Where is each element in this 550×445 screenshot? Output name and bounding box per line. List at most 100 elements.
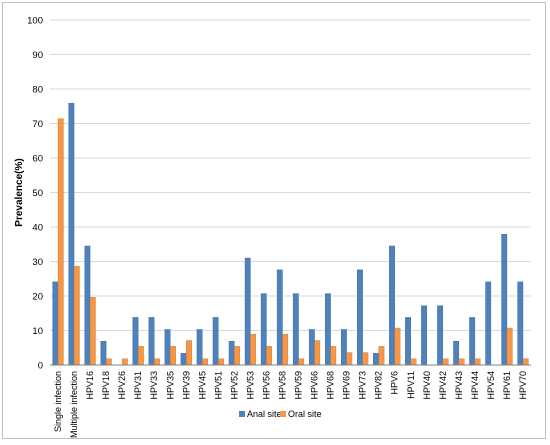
oral-site-bar-hpv66 (314, 340, 321, 366)
x-tick-label: HPV39 (181, 371, 191, 400)
x-tick-label: HPV42 (438, 371, 448, 400)
x-tick-label: HPV56 (261, 371, 271, 400)
oral-site-bar-hpv11 (410, 358, 417, 366)
x-tick-label: HPV43 (454, 371, 464, 400)
oral-site-bar-hpv68 (330, 346, 337, 366)
legend: Anal site Oral site (239, 409, 322, 419)
x-tick-label: HPV45 (197, 371, 207, 400)
anal-site-bar-hpv44 (469, 317, 476, 366)
oral-site-bar-hpv16 (89, 297, 96, 366)
oral-site-bar-hpv82 (378, 346, 385, 366)
oral-site-bar-hpv59 (298, 358, 305, 366)
anal-site-bar-hpv59 (292, 293, 299, 366)
anal-site-bar-hpv31 (132, 317, 139, 366)
oral-site-bar-hpv51 (218, 358, 224, 366)
oral-site-bar-hpv70 (522, 358, 529, 366)
anal-site-bar-hpv52 (228, 340, 235, 366)
anal-site-bar-hpv45 (196, 329, 203, 366)
anal-site-bar-hpv70 (517, 281, 524, 366)
legend-swatch (280, 411, 286, 417)
oral-site-bar-hpv56 (266, 346, 273, 366)
x-tick-label: HPV35 (165, 371, 175, 400)
x-tick-label: HPV6 (390, 371, 400, 395)
x-tick-label: HPV11 (406, 371, 416, 399)
oral-site-bar-single-infection (57, 118, 64, 366)
anal-site-bar-hpv73 (357, 269, 363, 366)
x-tick-label: HPV18 (101, 371, 111, 400)
anal-site-bar-hpv6 (389, 245, 395, 366)
x-tick-label: HPV82 (374, 371, 384, 400)
anal-site-bar-hpv51 (212, 317, 219, 366)
x-tick-label: Multiple infection (69, 371, 79, 438)
anal-site-bar-hpv56 (260, 293, 267, 366)
oral-site-bar-hpv58 (282, 334, 289, 366)
y-tick-label: 60 (32, 154, 43, 165)
oral-site-bar-hpv35 (170, 346, 176, 366)
gridlines (50, 19, 531, 366)
x-tick-label: HPV40 (422, 371, 432, 400)
anal-site-bar-single-infection (52, 281, 59, 366)
oral-site-bar-hpv61 (506, 327, 513, 366)
x-tick-label: HPV33 (149, 371, 159, 400)
anal-site-bar-hpv42 (437, 305, 444, 366)
oral-site-bar-hpv44 (474, 358, 481, 366)
y-tick-label: 90 (32, 50, 43, 61)
oral-site-bar-hpv6 (394, 327, 401, 366)
anal-site-bar-hpv18 (100, 340, 107, 366)
x-tick-label: HPV53 (245, 371, 255, 400)
x-axis-tick-labels: Single infection Multiple infection HPV16 H… (53, 371, 528, 438)
oral-site-bar-hpv39 (186, 340, 192, 366)
oral-site-bar-hpv33 (154, 358, 160, 366)
y-tick-label: 70 (32, 119, 43, 130)
anal-site-bar-hpv82 (373, 353, 379, 366)
chart-frame: 0 10 20 30 40 50 60 70 80 90 100 Single infection M… (2, 2, 546, 439)
x-tick-label: HPV73 (358, 371, 368, 400)
y-axis-ticks: 0 10 20 30 40 50 60 70 80 90 100 (27, 16, 43, 372)
bar-chart: 0 10 20 30 40 50 60 70 80 90 100 Single infection M… (14, 16, 531, 438)
oral-site-bar-hpv73 (362, 352, 369, 366)
anal-site-bar-hpv61 (501, 234, 508, 366)
bars (52, 102, 529, 366)
x-tick-label: HPV44 (470, 371, 480, 400)
x-tick-label: HPV61 (502, 371, 512, 400)
oral-site-bar-hpv18 (105, 358, 112, 366)
x-tick-label: HPV51 (213, 371, 223, 400)
oral-site-bar-hpv45 (202, 358, 208, 366)
y-tick-label: 30 (32, 257, 43, 268)
y-tick-label: 20 (32, 292, 43, 303)
x-tick-label: HPV66 (310, 371, 320, 400)
x-tick-label: HPV31 (133, 371, 143, 400)
x-tick-label: HPV68 (326, 371, 336, 400)
oral-site-bar-hpv53 (250, 334, 257, 366)
x-tick-label: Single infection (53, 371, 63, 432)
y-tick-label: 80 (32, 85, 43, 96)
anal-site-bar-hpv35 (164, 329, 171, 366)
anal-site-bar-hpv39 (180, 353, 187, 366)
anal-site-bar-hpv68 (324, 293, 331, 366)
x-tick-label: HPV58 (277, 371, 287, 400)
anal-site-bar-hpv66 (308, 329, 315, 366)
x-tick-label: HPV59 (294, 371, 304, 400)
x-tick-label: HPV52 (229, 371, 239, 400)
y-tick-label: 50 (32, 188, 43, 199)
x-tick-label: HPV26 (117, 371, 127, 400)
oral-site-bar-hpv42 (442, 358, 449, 366)
oral-site-bar-hpv31 (137, 346, 144, 366)
anal-site-bar-hpv33 (148, 317, 155, 366)
legend-label: Oral site (288, 409, 322, 419)
oral-site-bar-multiple-infection (73, 266, 80, 366)
oral-site-bar-hpv69 (346, 352, 353, 366)
x-tick-label: HPV70 (518, 371, 528, 400)
y-tick-label: 0 (38, 361, 43, 372)
legend-label: Anal site (247, 409, 282, 419)
anal-site-bar-multiple-infection (68, 102, 75, 366)
y-tick-label: 10 (32, 326, 43, 337)
anal-site-bar-hpv43 (453, 340, 460, 366)
anal-site-bar-hpv58 (276, 269, 283, 366)
anal-site-bar-hpv16 (84, 245, 91, 366)
y-tick-label: 40 (32, 223, 43, 234)
x-tick-label: HPV69 (342, 371, 352, 400)
anal-site-bar-hpv11 (405, 317, 411, 366)
anal-site-bar-hpv69 (341, 329, 347, 366)
x-tick-label: HPV16 (85, 371, 95, 400)
